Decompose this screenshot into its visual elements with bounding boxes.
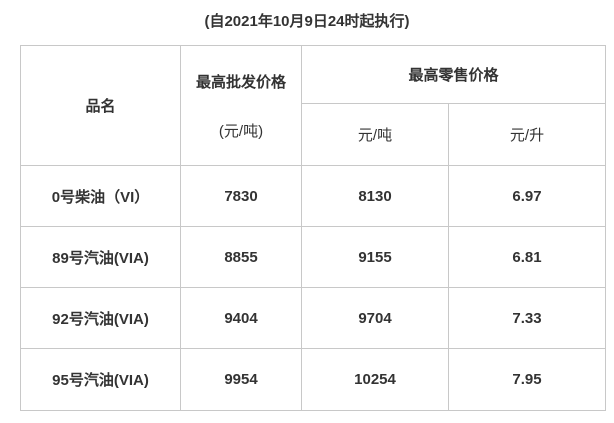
- header-unit: 元/升: [447, 103, 607, 166]
- price-cell: 6.81: [447, 226, 607, 288]
- header-row: 元/吨 元/升: [21, 103, 607, 166]
- data-row: 89号汽油(VIA) 8855 9155 6.81: [20, 226, 607, 288]
- price-cell: 7.95: [447, 348, 607, 411]
- header-cell: 最高零售价格: [300, 45, 607, 104]
- price-table: 品名 最高批发价格 (元/吨) 最高零售价格 元/吨 元/升 0号柴油（VI） 7…: [20, 45, 607, 411]
- price-cell: 7830: [180, 165, 302, 227]
- data-row: 92号汽油(VIA) 9404 9704 7.33: [20, 287, 607, 349]
- table-body: 品名 最高批发价格 (元/吨) 最高零售价格 元/吨 元/升 0号柴油（VI） 7…: [20, 45, 607, 411]
- price-cell: 9704: [301, 287, 449, 349]
- price-cell: 9155: [301, 226, 449, 288]
- price-cell: 9954: [180, 348, 302, 411]
- header-text: 最高批发价格: [195, 73, 286, 91]
- product-name: 0号柴油（VI）: [20, 165, 181, 227]
- price-cell: 10254: [301, 348, 449, 411]
- data-row: 0号柴油（VI） 7830 8130 6.97: [20, 165, 607, 227]
- header-unit: 元/吨: [301, 103, 449, 166]
- header-cell: 品名: [20, 45, 181, 166]
- price-cell: 8855: [180, 226, 302, 288]
- product-name: 95号汽油(VIA): [20, 348, 181, 411]
- title: (自2021年10月9日24时起执行): [204, 13, 410, 30]
- product-name: 92号汽油(VIA): [20, 287, 181, 349]
- header-row: 品名 最高批发价格 (元/吨) 最高零售价格: [20, 45, 607, 166]
- header-cell: 最高批发价格 (元/吨): [180, 45, 302, 166]
- header-unit: (元/吨): [218, 122, 264, 140]
- data-row: 95号汽油(VIA) 9954 10254 7.95: [20, 348, 607, 411]
- product-name: 89号汽油(VIA): [20, 226, 181, 288]
- price-cell: 8130: [301, 165, 449, 227]
- price-cell: 6.97: [447, 165, 607, 227]
- price-cell: 7.33: [447, 287, 607, 349]
- price-cell: 9404: [180, 287, 302, 349]
